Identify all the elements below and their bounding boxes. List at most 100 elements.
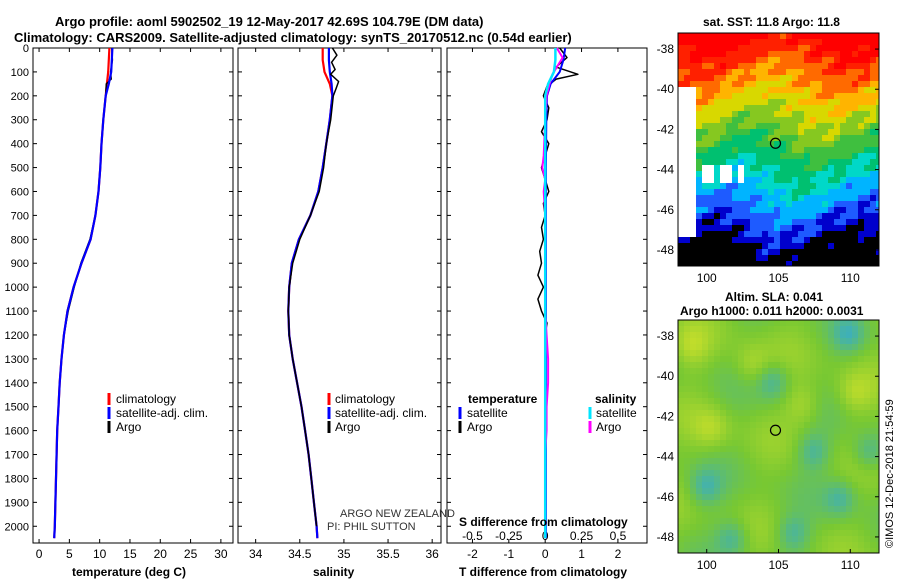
sst-cell xyxy=(702,111,708,117)
sst-cell xyxy=(726,147,732,153)
sla-cell xyxy=(870,452,876,458)
sla-cell xyxy=(804,428,810,434)
sst-cell xyxy=(840,231,846,237)
sla-cell xyxy=(858,512,864,518)
sla-cell xyxy=(876,320,879,326)
sst-cell xyxy=(840,225,846,231)
sst-cell xyxy=(690,105,696,111)
sst-cell xyxy=(858,207,864,213)
sst-cell xyxy=(876,177,879,183)
sst-cell xyxy=(732,231,738,237)
sla-cell xyxy=(780,410,786,416)
sla-cell xyxy=(738,338,744,344)
sst-cell xyxy=(750,177,756,183)
sla-cell xyxy=(804,344,810,350)
sla-cell xyxy=(840,398,846,404)
sla-cell xyxy=(828,458,834,464)
sst-cell xyxy=(768,213,774,219)
sst-cell xyxy=(828,105,834,111)
sst-cell xyxy=(774,171,780,177)
sst-cell xyxy=(780,189,786,195)
sla-cell xyxy=(786,464,792,470)
sla-cell xyxy=(834,338,840,344)
sst-cell xyxy=(828,255,834,261)
sst-cell xyxy=(720,63,726,69)
sla-cell xyxy=(798,524,804,530)
sst-cell xyxy=(678,141,684,147)
sst-cell xyxy=(846,153,852,159)
sst-cell xyxy=(834,75,840,81)
sst-cell xyxy=(858,93,864,99)
series-line-temperature-satellite xyxy=(544,47,567,539)
sst-cell xyxy=(858,99,864,105)
sla-cell xyxy=(708,548,714,553)
sla-cell xyxy=(786,374,792,380)
sst-cell xyxy=(786,213,792,219)
sla-cell xyxy=(816,476,822,482)
sla-cell xyxy=(678,440,684,446)
sla-cell xyxy=(720,428,726,434)
sla-cell xyxy=(714,494,720,500)
sst-cell xyxy=(684,207,690,213)
sst-cell xyxy=(798,183,804,189)
sst-cell xyxy=(750,81,756,87)
sst-cell xyxy=(762,231,768,237)
sla-cell xyxy=(810,470,816,476)
sla-cell xyxy=(732,392,738,398)
sst-cell xyxy=(810,183,816,189)
sla-cell xyxy=(762,428,768,434)
sla-cell xyxy=(852,326,858,332)
sla-cell xyxy=(870,422,876,428)
sla-cell xyxy=(858,338,864,344)
sla-cell xyxy=(798,344,804,350)
sst-cell xyxy=(714,159,720,165)
sst-cell xyxy=(870,231,876,237)
sst-cell xyxy=(834,225,840,231)
sst-cell xyxy=(876,183,879,189)
sla-cell xyxy=(744,494,750,500)
sst-cell xyxy=(720,225,726,231)
sla-cell xyxy=(756,518,762,524)
sst-cell xyxy=(846,117,852,123)
sla-cell xyxy=(780,422,786,428)
sst-cell xyxy=(858,261,864,266)
sla-cell xyxy=(828,434,834,440)
sla-cell xyxy=(846,470,852,476)
sla-cell xyxy=(684,452,690,458)
sla-cell xyxy=(684,536,690,542)
sla-cell xyxy=(780,398,786,404)
sst-cell xyxy=(780,261,786,266)
sst-cell xyxy=(822,261,828,266)
sst-cell xyxy=(792,177,798,183)
sst-cell xyxy=(828,111,834,117)
sst-cell xyxy=(780,135,786,141)
sla-cell xyxy=(738,470,744,476)
sla-cell xyxy=(708,362,714,368)
sla-cell xyxy=(726,476,732,482)
sla-cell xyxy=(786,488,792,494)
sla-cell xyxy=(822,398,828,404)
sst-cell xyxy=(876,237,879,243)
sla-cell xyxy=(876,350,879,356)
sst-cell xyxy=(846,63,852,69)
sla-cell xyxy=(756,326,762,332)
sla-cell xyxy=(834,452,840,458)
sst-cell xyxy=(750,141,756,147)
sla-cell xyxy=(714,464,720,470)
sla-cell xyxy=(762,548,768,553)
sla-cell xyxy=(870,386,876,392)
sla-cell xyxy=(786,500,792,506)
sla-cell xyxy=(762,506,768,512)
sla-cell xyxy=(720,506,726,512)
sst-cell xyxy=(846,189,852,195)
sla-cell xyxy=(732,326,738,332)
difference-legend: temperature satellite Argo salinity sate… xyxy=(458,392,637,434)
sst-cell xyxy=(732,249,738,255)
sst-cell xyxy=(828,87,834,93)
sst-cell xyxy=(714,261,720,266)
sla-cell xyxy=(816,518,822,524)
sst-cell xyxy=(690,171,696,177)
sst-cell xyxy=(864,81,870,87)
sst-cell xyxy=(870,93,876,99)
sla-cell xyxy=(852,344,858,350)
